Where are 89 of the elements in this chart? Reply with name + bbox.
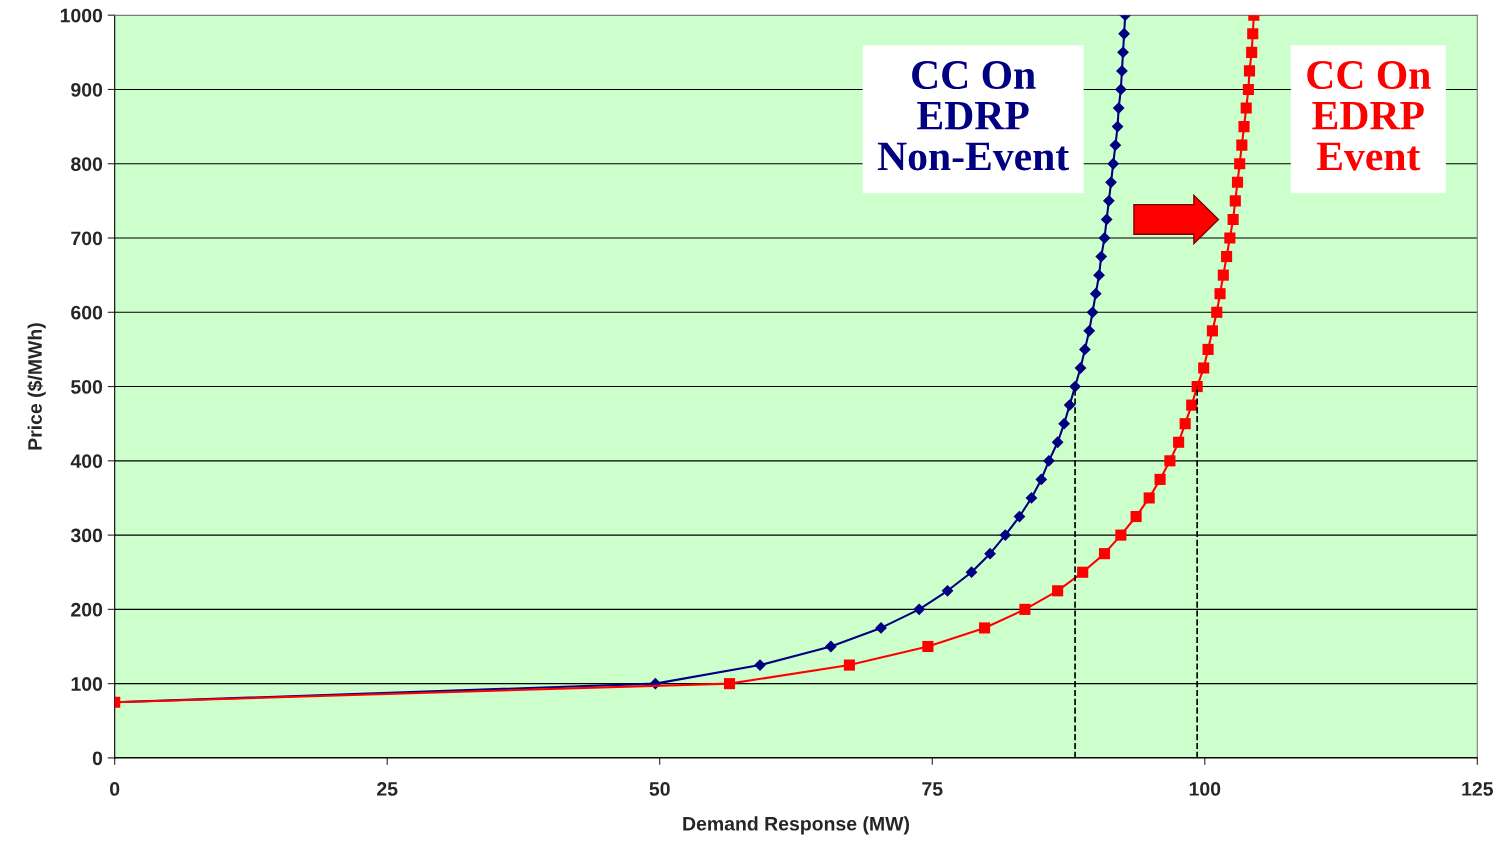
y-tick-label: 700 [71, 231, 103, 246]
point [1221, 251, 1233, 263]
point [1246, 46, 1258, 58]
point [1118, 27, 1131, 40]
point [1231, 176, 1244, 188]
series-label: CC On EDRP Event [1307, 61, 1431, 171]
y-tick-label: 400 [70, 454, 103, 469]
point [1236, 139, 1248, 151]
y-tick-label: 600 [71, 305, 103, 320]
point [1143, 492, 1155, 504]
point [1247, 28, 1259, 40]
point [965, 566, 978, 579]
point [941, 584, 954, 597]
point [1206, 325, 1218, 337]
point [1243, 65, 1256, 77]
point [1069, 380, 1081, 393]
point [1112, 102, 1125, 114]
point [1035, 473, 1048, 486]
point [1179, 418, 1191, 430]
x-tick-label: 50 [649, 782, 670, 796]
point [1107, 157, 1120, 170]
x-axis-title: Demand Response (MW) [683, 816, 910, 835]
point [999, 529, 1012, 541]
point [1111, 120, 1124, 133]
point [1043, 454, 1055, 467]
point [1105, 176, 1117, 189]
point [979, 622, 991, 634]
y-tick-label: 800 [71, 157, 103, 171]
point [1078, 343, 1091, 356]
y-tick-label: 1000 [60, 8, 103, 23]
point [1098, 548, 1111, 560]
x-tick-label: 75 [922, 782, 943, 796]
point [984, 547, 996, 560]
point [1089, 287, 1102, 300]
point [1093, 269, 1105, 282]
y-axis-title: Price ($/MWh) [27, 323, 46, 450]
point [1164, 455, 1176, 467]
x-tick-label: 0 [110, 782, 120, 796]
point [1077, 566, 1089, 578]
point [1234, 158, 1246, 170]
point [1202, 343, 1214, 355]
point [1102, 194, 1115, 207]
y-tick-label: 900 [71, 82, 103, 97]
point [1242, 83, 1254, 96]
point [922, 640, 934, 653]
point [1100, 213, 1113, 226]
point [1063, 399, 1076, 412]
point [1229, 195, 1241, 207]
point [913, 603, 926, 616]
y-tick-label: 500 [71, 380, 103, 394]
point [1238, 121, 1250, 133]
point [1098, 232, 1111, 244]
point [1114, 83, 1127, 96]
y-tick-label: 0 [92, 751, 103, 766]
point [1186, 399, 1198, 411]
point [723, 678, 736, 690]
point [1173, 436, 1185, 448]
point [1074, 362, 1087, 374]
point [1191, 381, 1203, 393]
point [1052, 585, 1064, 597]
y-tick-label: 200 [71, 602, 103, 617]
point [1214, 288, 1226, 300]
point [1217, 269, 1229, 281]
point [1227, 213, 1239, 225]
x-tick-label: 125 [1462, 782, 1493, 796]
point [1240, 102, 1252, 114]
point [1154, 473, 1166, 485]
series-label: CC On EDRP Non-Event [877, 61, 1070, 171]
point [1083, 324, 1096, 337]
point [1025, 492, 1038, 504]
point [1109, 139, 1122, 152]
y-tick-label: 300 [70, 528, 103, 543]
y-tick-label: 100 [71, 677, 103, 691]
x-tick-label: 100 [1189, 782, 1221, 796]
point [1095, 250, 1108, 263]
point [1117, 46, 1129, 59]
point [1116, 65, 1128, 77]
x-tick-label: 25 [377, 782, 398, 796]
point [1224, 232, 1236, 244]
point [1115, 529, 1127, 541]
point [1086, 306, 1099, 319]
point [1051, 436, 1064, 449]
point [843, 659, 855, 671]
point [1198, 362, 1210, 374]
point [1130, 510, 1142, 523]
point [1058, 417, 1071, 430]
point [1211, 306, 1223, 318]
point [1019, 603, 1031, 615]
point [824, 640, 837, 653]
